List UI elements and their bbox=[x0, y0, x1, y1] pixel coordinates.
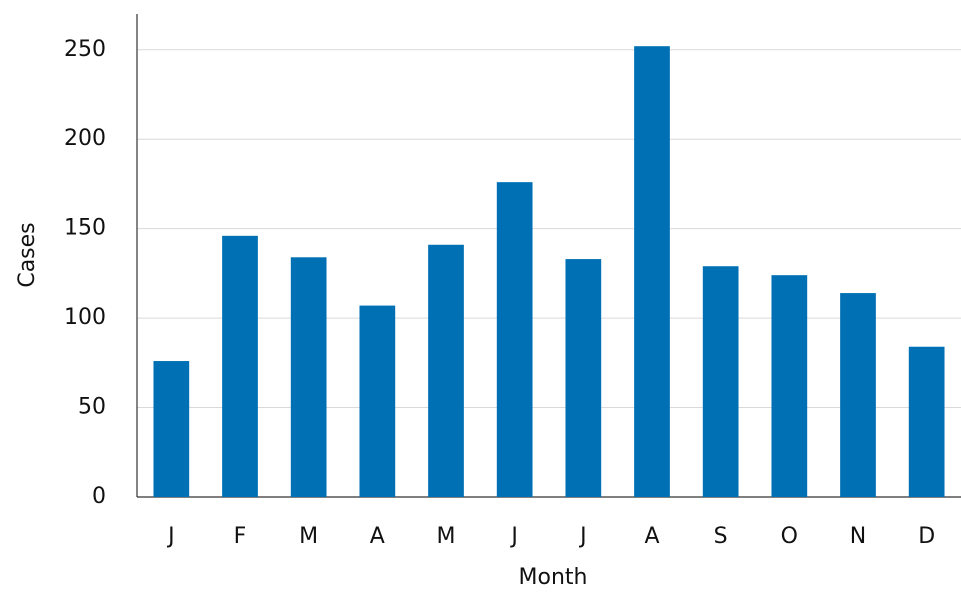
x-tick-label: D bbox=[918, 524, 935, 549]
x-tick-label: J bbox=[166, 524, 175, 549]
y-tick-label: 100 bbox=[64, 305, 106, 330]
bar bbox=[908, 346, 945, 497]
y-tick-label: 200 bbox=[64, 126, 106, 151]
x-tick-label: J bbox=[509, 524, 518, 549]
bar bbox=[153, 361, 190, 497]
x-axis-label: Month bbox=[519, 565, 588, 590]
bar bbox=[771, 275, 808, 497]
x-tick-label: N bbox=[850, 524, 866, 549]
bar bbox=[496, 182, 533, 497]
x-tick-label: M bbox=[437, 524, 456, 549]
bar bbox=[702, 266, 739, 497]
y-tick-label: 250 bbox=[64, 37, 106, 62]
y-tick-label: 0 bbox=[92, 484, 106, 509]
x-tick-label: J bbox=[578, 524, 587, 549]
bar bbox=[840, 293, 876, 497]
bar bbox=[428, 244, 464, 497]
bar bbox=[222, 235, 258, 498]
x-tick-label: S bbox=[714, 524, 728, 549]
bar bbox=[634, 46, 670, 497]
bar bbox=[290, 257, 327, 497]
x-tick-label: O bbox=[781, 524, 798, 549]
bar bbox=[565, 259, 602, 497]
bar bbox=[359, 305, 396, 497]
x-tick-label: F bbox=[234, 524, 247, 549]
x-tick-label: A bbox=[370, 524, 385, 549]
x-tick-label: A bbox=[644, 524, 659, 549]
y-tick-label: 150 bbox=[64, 216, 106, 241]
y-tick-label: 50 bbox=[78, 395, 106, 420]
y-axis-label: Cases bbox=[15, 222, 40, 287]
x-tick-label: M bbox=[299, 524, 318, 549]
